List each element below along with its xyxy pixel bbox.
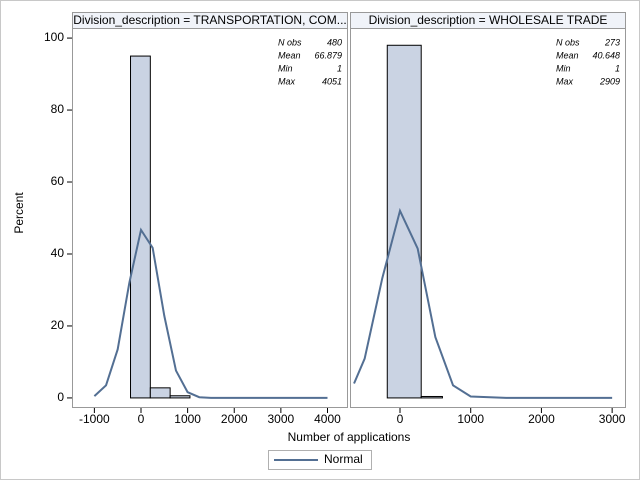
stat-label: Mean [278,50,301,60]
y-tick-label: 60 [51,174,65,188]
panel-title: Division_description = WHOLESALE TRADE [369,13,608,27]
stat-value: 1 [337,63,342,73]
legend [268,450,372,470]
x-tick-label: 2000 [221,412,248,426]
y-tick-label: 20 [51,318,65,332]
histogram-bar [169,395,191,399]
x-tick-label: 1000 [457,412,484,426]
stat-value: 40.648 [592,50,620,60]
x-tick-label: 1000 [174,412,201,426]
stat-label: Min [556,63,571,73]
x-tick-label: 3000 [268,412,295,426]
stat-label: N obs [556,37,580,47]
normal-curve [93,227,328,399]
stat-label: Min [278,63,293,73]
histogram-bar [130,55,151,399]
stat-value: 273 [604,37,620,47]
panel-title: Division_description = TRANSPORTATION, C… [73,13,347,27]
x-tick-label: 0 [138,412,145,426]
histogram-bar [149,387,171,399]
x-tick-label: 4000 [314,412,341,426]
stat-value: 66.879 [314,50,342,60]
y-axis-label: Percent [12,192,26,234]
x-tick-label: 2000 [528,412,555,426]
x-tick-label: 0 [397,412,404,426]
stat-value: 1 [615,63,620,73]
stat-value: 4051 [322,76,342,86]
y-tick-label: 80 [51,102,65,116]
plot-area [350,28,626,408]
stat-label: N obs [278,37,302,47]
x-tick-label: 3000 [599,412,626,426]
stat-value: 2909 [599,76,620,86]
stat-label: Max [556,76,574,86]
stat-label: Max [278,76,296,86]
stat-label: Mean [556,50,579,60]
histogram-bar [420,395,443,399]
y-tick-label: 0 [57,390,64,404]
legend-label: Normal [324,452,363,466]
x-tick-label: -1000 [79,412,110,426]
plot-area [72,28,348,408]
normal-curve [353,207,613,399]
y-tick-label: 40 [51,246,65,260]
stat-value: 480 [327,37,342,47]
x-axis-label: Number of applications [288,430,411,444]
y-tick-label: 100 [44,30,64,44]
